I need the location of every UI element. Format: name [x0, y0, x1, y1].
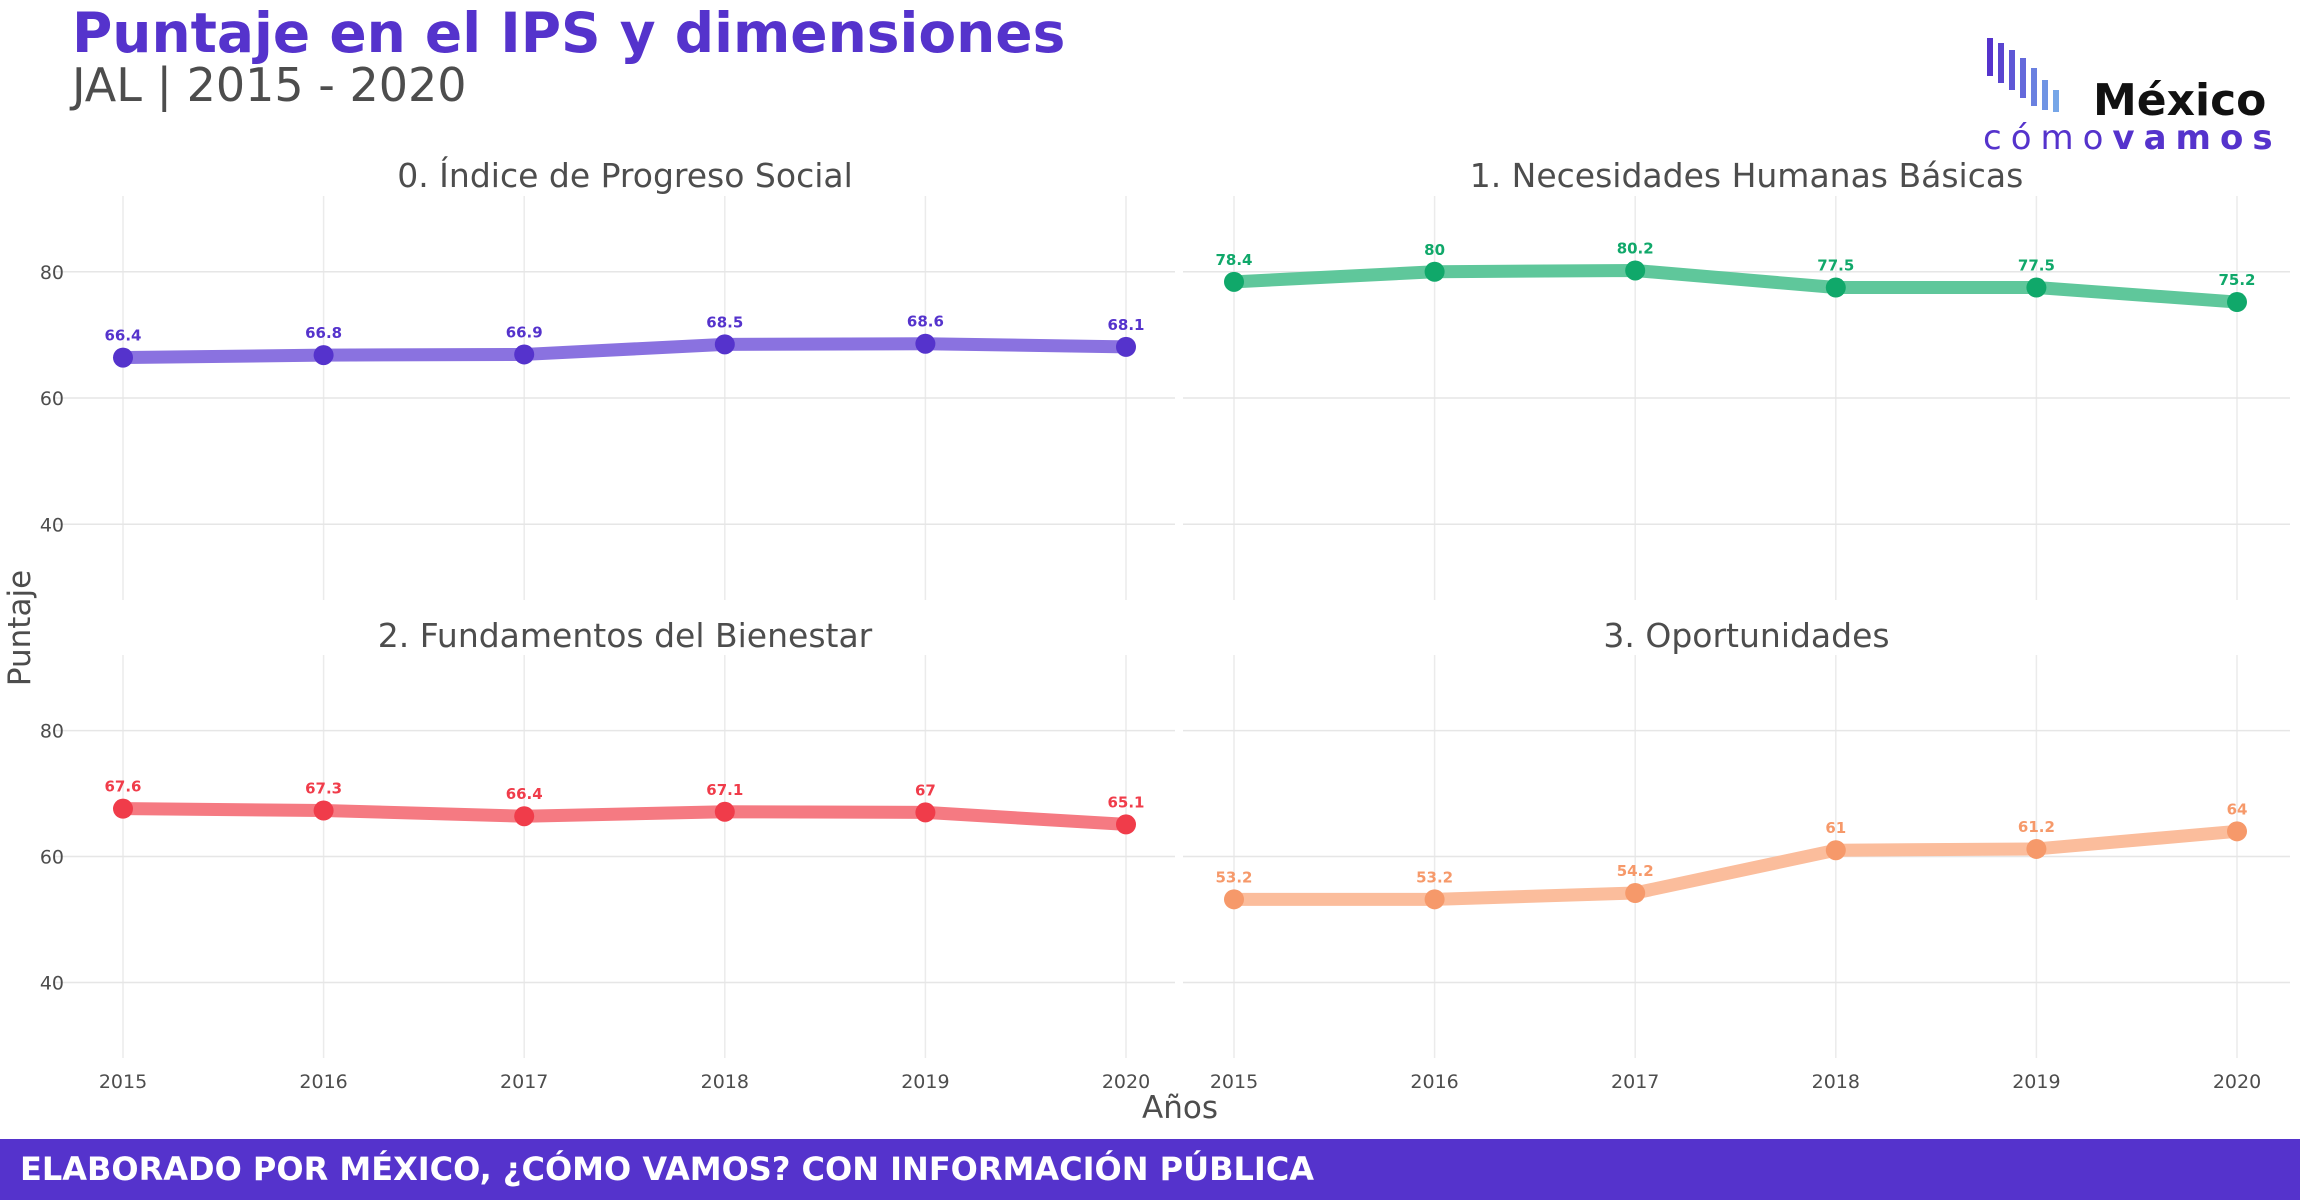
- data-label: 78.4: [1215, 251, 1252, 269]
- data-point: [514, 344, 535, 365]
- data-label: 68.5: [706, 313, 743, 331]
- footer-banner: ELABORADO POR MÉXICO, ¿CÓMO VAMOS? CON I…: [0, 1139, 2300, 1200]
- data-label: 61.2: [2018, 818, 2055, 836]
- page-title: Puntaje en el IPS y dimensiones: [72, 1, 1066, 65]
- panel-title: 1. Necesidades Humanas Básicas: [1470, 156, 2024, 195]
- data-label: 68.1: [1107, 316, 1144, 334]
- data-point: [1424, 261, 1445, 282]
- data-point: [313, 345, 334, 366]
- data-point: [1224, 271, 1244, 292]
- data-point: [2227, 292, 2247, 313]
- data-point: [1424, 889, 1445, 910]
- data-point: [313, 800, 334, 821]
- panel-title: 2. Fundamentos del Bienestar: [378, 616, 873, 655]
- data-point: [2026, 277, 2047, 298]
- x-tick-label: 2019: [2012, 1071, 2060, 1093]
- data-label: 77.5: [1817, 257, 1854, 275]
- series-line: [1227, 824, 2244, 906]
- data-point: [1116, 336, 1136, 357]
- data-label: 61: [1825, 819, 1846, 837]
- data-label: 65.1: [1107, 793, 1144, 811]
- data-point: [2026, 838, 2047, 859]
- x-tick-label: 2020: [1102, 1071, 1150, 1093]
- y-tick-label: 60: [40, 847, 64, 869]
- data-label: 53.2: [1215, 868, 1252, 886]
- data-label: 64: [2227, 800, 2248, 818]
- data-point: [1625, 260, 1646, 281]
- x-tick-label: 2018: [701, 1071, 749, 1093]
- x-tick-label: 2015: [1210, 1071, 1258, 1093]
- page-subtitle: JAL | 2015 - 2020: [72, 58, 467, 112]
- y-tick-label: 80: [40, 262, 64, 284]
- bars-logo-icon: [1987, 38, 2059, 112]
- data-label: 66.9: [506, 323, 543, 341]
- x-tick-label: 2018: [1812, 1071, 1860, 1093]
- x-tick-label: 2020: [2213, 1071, 2261, 1093]
- data-label: 75.2: [2218, 271, 2255, 289]
- data-point: [113, 347, 133, 368]
- data-point: [113, 798, 133, 819]
- data-point: [915, 802, 936, 823]
- logo-tagline: cómovamos: [1983, 118, 2282, 158]
- series-line: [116, 802, 1133, 831]
- panel-title: 3. Oportunidades: [1603, 616, 1889, 655]
- data-label: 67.1: [706, 781, 743, 799]
- data-point: [1625, 883, 1646, 904]
- data-label: 66.4: [104, 327, 141, 345]
- data-point: [1825, 277, 1846, 298]
- data-point: [514, 806, 535, 827]
- x-tick-label: 2017: [1611, 1071, 1659, 1093]
- data-label: 54.2: [1617, 862, 1654, 880]
- x-tick-label: 2019: [901, 1071, 949, 1093]
- x-tick-label: 2016: [1410, 1071, 1458, 1093]
- data-point: [915, 333, 936, 354]
- data-point: [2227, 821, 2247, 842]
- data-label: 67: [915, 781, 936, 799]
- data-point: [1116, 814, 1136, 835]
- facet-line-chart: 40 60 80 0. Índice de Progreso Social 66.4 66…: [2, 155, 2290, 1126]
- data-point: [1224, 889, 1244, 910]
- y-axis-title: Puntaje: [2, 570, 38, 686]
- y-tick-label: 60: [40, 388, 64, 410]
- logo-tagline-bold: vamos: [2112, 118, 2282, 158]
- data-label: 68.6: [907, 313, 944, 331]
- y-tick-label: 40: [40, 972, 64, 994]
- mexico-como-vamos-logo: México cómovamos: [1975, 30, 2275, 160]
- x-axis-title: Años: [1142, 1090, 1218, 1126]
- data-label: 66.8: [305, 324, 342, 342]
- data-point: [714, 801, 735, 822]
- logo-tagline-light: cómo: [1983, 118, 2113, 158]
- data-label: 67.3: [305, 780, 342, 798]
- data-point: [714, 334, 735, 355]
- data-label: 80.2: [1617, 239, 1654, 257]
- data-point: [1825, 840, 1846, 861]
- y-tick-label: 40: [40, 514, 64, 536]
- data-label: 67.6: [104, 778, 141, 796]
- x-tick-label: 2017: [500, 1071, 548, 1093]
- x-tick-label: 2016: [299, 1071, 347, 1093]
- data-label: 66.4: [506, 785, 543, 803]
- data-label: 53.2: [1416, 868, 1453, 886]
- panel-title: 0. Índice de Progreso Social: [397, 155, 853, 195]
- y-tick-label: 80: [40, 721, 64, 743]
- data-label: 80: [1424, 241, 1445, 259]
- x-tick-label: 2015: [99, 1071, 147, 1093]
- series-line: [116, 337, 1133, 365]
- data-label: 77.5: [2018, 257, 2055, 275]
- series-line: [1227, 263, 2244, 309]
- logo-mexico-text: México: [2093, 75, 2267, 126]
